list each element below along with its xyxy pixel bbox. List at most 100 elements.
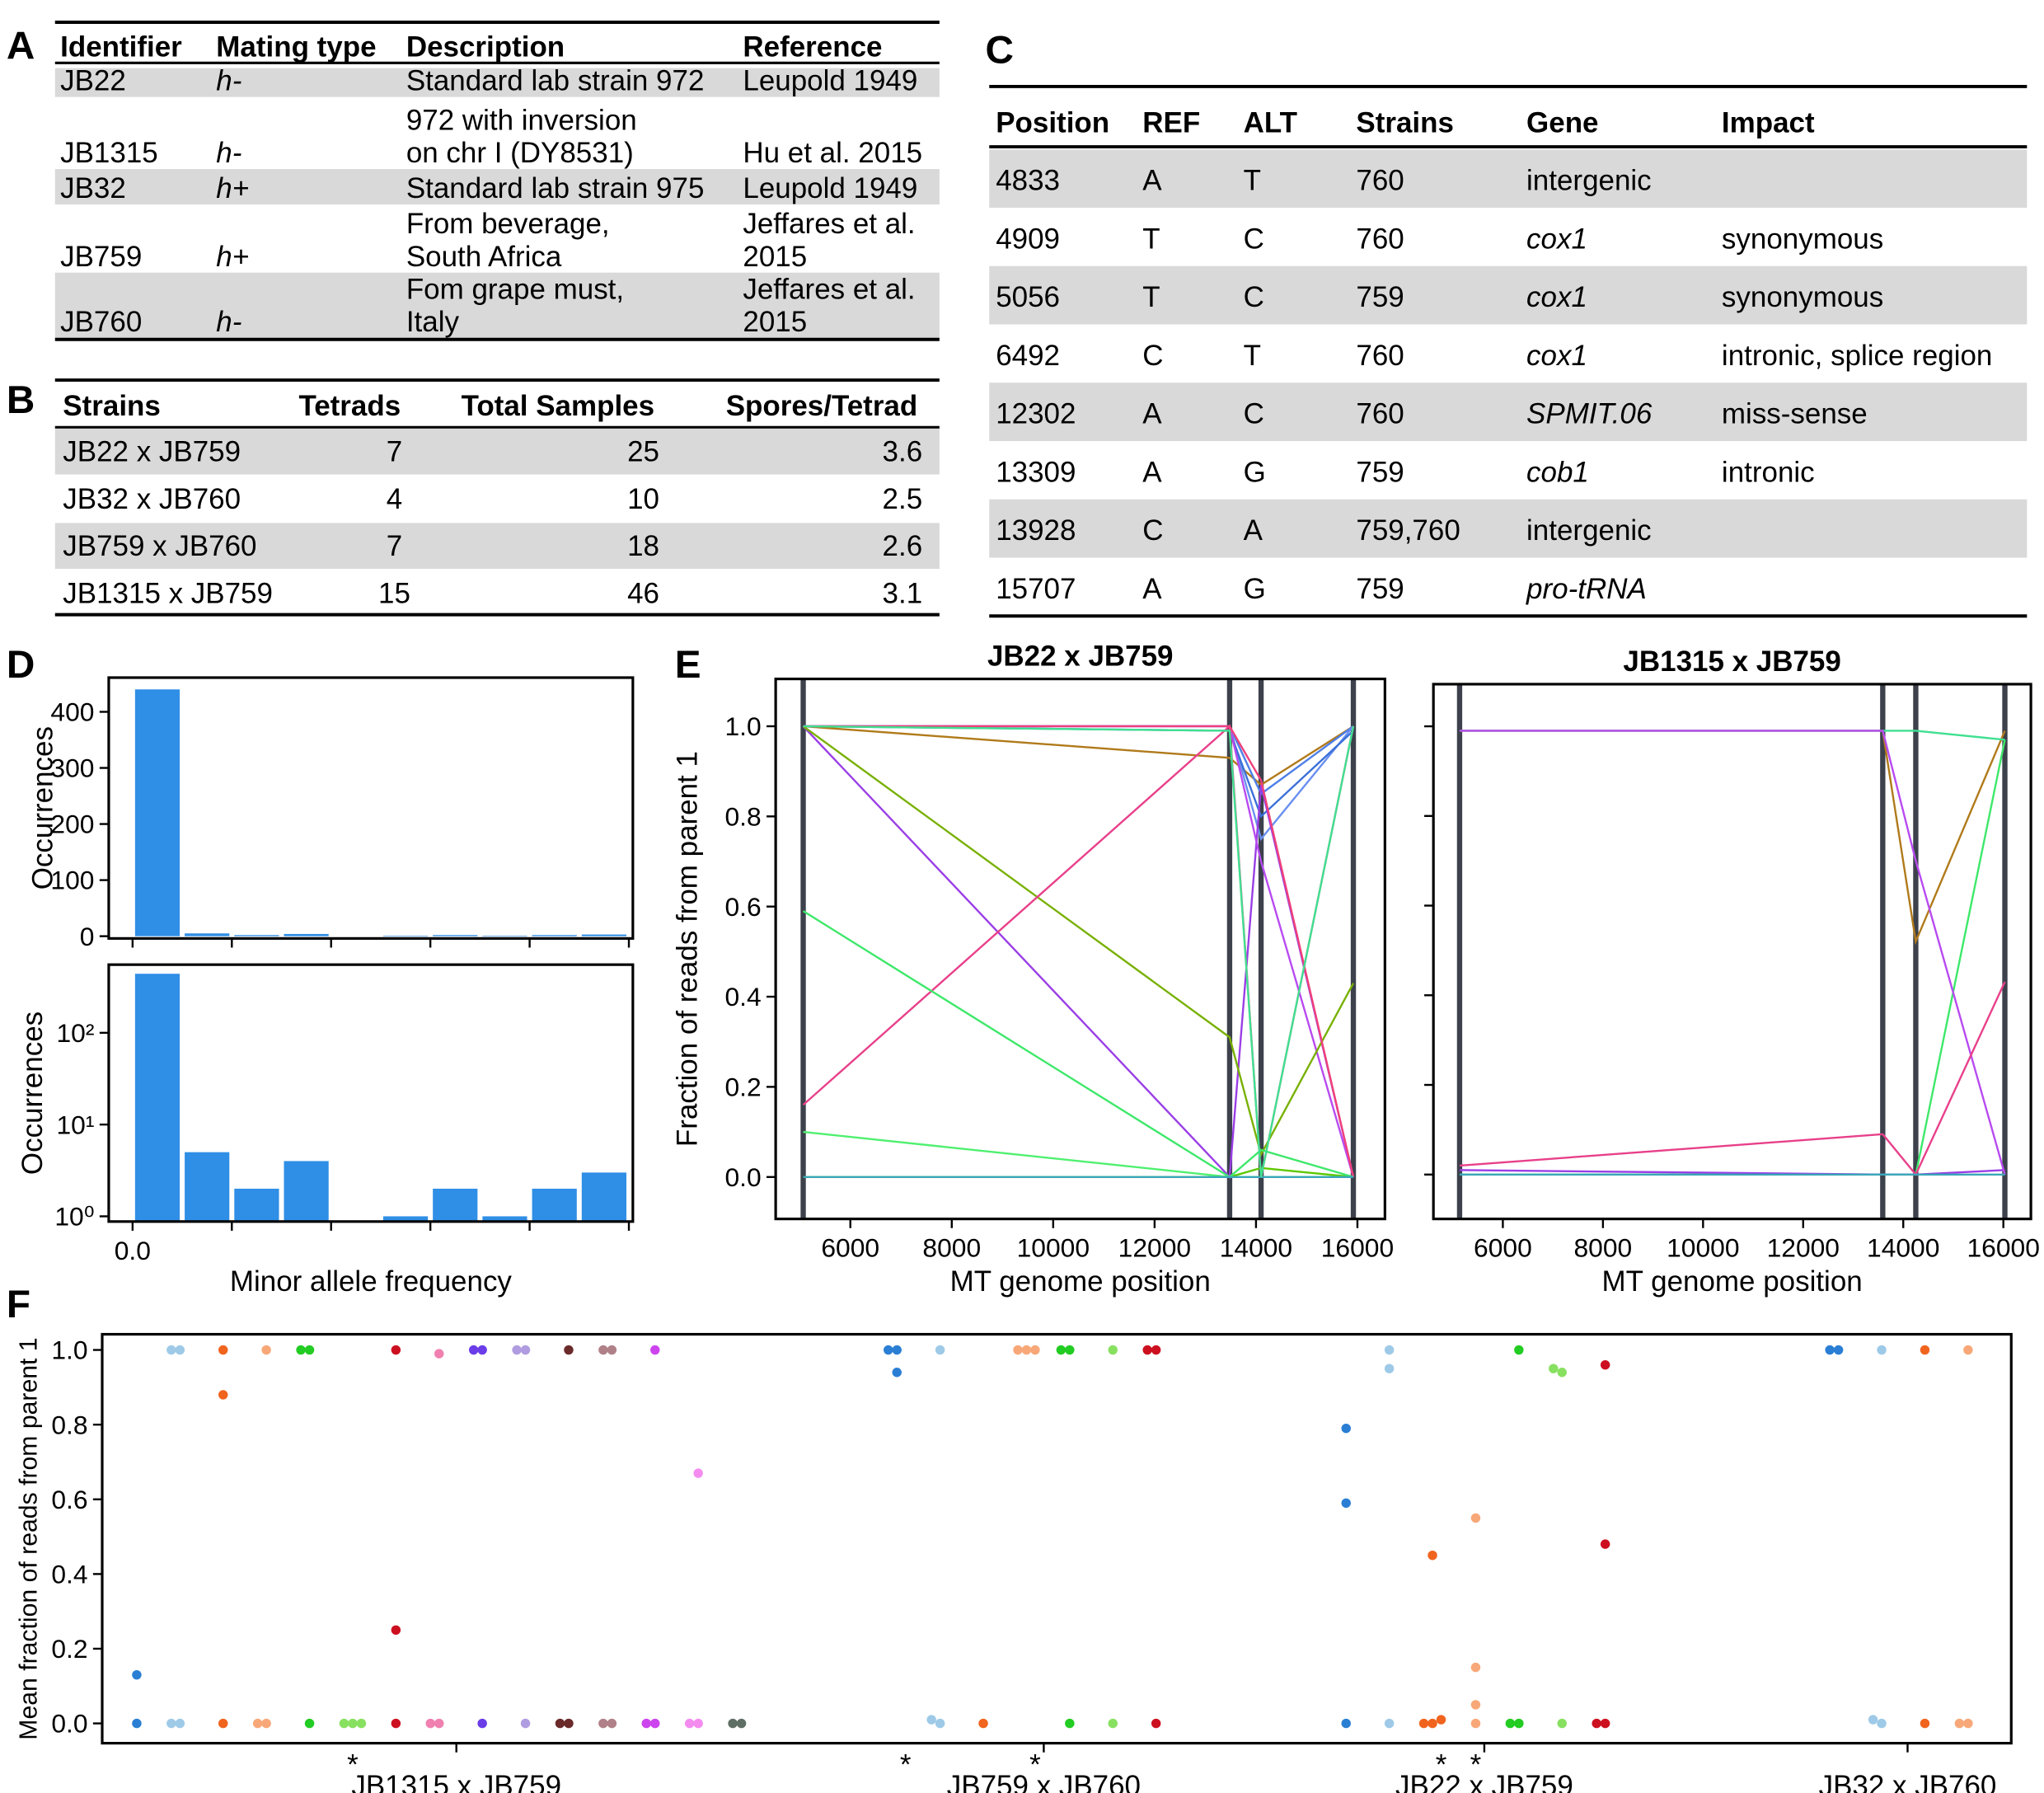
table-cell: Identifier [60, 31, 182, 63]
point [477, 1345, 487, 1355]
point [1341, 1423, 1351, 1434]
table-cell: intronic [1722, 456, 1815, 488]
point [1142, 1345, 1152, 1355]
point [1549, 1364, 1559, 1373]
x-tick-label: 8000 [922, 1233, 981, 1263]
table-cell: G [1244, 573, 1266, 605]
table-cell: C [1244, 398, 1264, 430]
plot-frame [1432, 683, 2032, 1221]
table-cell: JB32 x JB760 [63, 483, 241, 515]
bar [382, 1216, 429, 1222]
y-tick-label: 10⁰ [54, 1202, 94, 1232]
table-cell: intergenic [1526, 165, 1652, 197]
point [978, 1718, 988, 1729]
point [166, 1345, 176, 1355]
point [520, 1345, 531, 1355]
bar [532, 1188, 577, 1222]
table-cell: 6492 [996, 340, 1060, 372]
x-tick-label: JB32 x JB760 [1819, 1770, 1997, 1793]
table-cell: 15 [378, 577, 410, 609]
point [1954, 1718, 1965, 1729]
point [339, 1718, 349, 1729]
x-tick-label: 14000 [1867, 1233, 1939, 1263]
row-shade [54, 68, 940, 97]
table-cell: G [1244, 456, 1266, 488]
table-cell: JB760 [60, 306, 142, 338]
table-cell: T [1244, 340, 1261, 372]
point [650, 1345, 660, 1355]
table-cell: Strains [1356, 107, 1454, 139]
table-cell: 7 [387, 436, 402, 468]
row-shade [54, 523, 940, 570]
point [1108, 1345, 1118, 1355]
point [1013, 1345, 1023, 1355]
panel-label: F [7, 1283, 30, 1326]
series-line [1459, 730, 2005, 741]
annotation: * [1436, 1749, 1447, 1781]
x-tick-label: 10000 [1667, 1233, 1739, 1263]
point [684, 1718, 695, 1729]
x-tick-label: 10000 [1017, 1233, 1090, 1263]
table-cell: Reference [743, 31, 882, 63]
bar [134, 974, 180, 1222]
table-cell: 10 [627, 483, 659, 515]
point [1963, 1718, 1973, 1729]
table-cell: 759 [1356, 281, 1404, 313]
table-cell: Gene [1526, 107, 1598, 139]
x-axis-label: Minor allele frequency [230, 1265, 513, 1298]
point [892, 1345, 902, 1355]
row-shade [989, 149, 2028, 209]
table-cell: 4833 [996, 165, 1060, 197]
table-cell: h- [216, 306, 241, 338]
point [736, 1718, 747, 1729]
point [1341, 1718, 1351, 1729]
table-cell: C [1142, 514, 1163, 547]
table-cell: Standard lab strain 972 [406, 65, 705, 97]
y-axis-label: Fraction of reads from parent 1 [672, 751, 704, 1147]
annotation: * [1470, 1749, 1482, 1781]
series-line [802, 725, 1355, 1157]
point [1065, 1345, 1075, 1355]
row-shade [989, 265, 2028, 325]
point [1470, 1662, 1481, 1673]
point [391, 1718, 401, 1729]
table-cell: 18 [627, 530, 659, 562]
point [218, 1718, 228, 1729]
y-tick-label: 400 [50, 697, 94, 727]
series-line [803, 725, 1355, 1178]
y-axis-label: Mean fraction of reads from parent 1 [16, 1337, 43, 1739]
table-cell: C [1142, 340, 1163, 372]
point [1877, 1345, 1887, 1355]
y-tick-label: 0.4 [51, 1559, 87, 1589]
table-cell: JB32 [60, 172, 126, 204]
table-cell: h+ [216, 172, 249, 204]
bar [284, 933, 329, 936]
series-line [802, 724, 1355, 1178]
point [132, 1718, 142, 1729]
table-cell: 3.1 [883, 577, 923, 609]
table-cell: Total Samples [462, 390, 654, 422]
point [1514, 1345, 1524, 1355]
table-cell: h- [216, 137, 241, 169]
point [356, 1718, 367, 1729]
table-cell: Leupold 1949 [743, 65, 917, 97]
table-cell: 12302 [996, 398, 1076, 430]
x-tick-label: 0.0 [115, 1236, 151, 1265]
point [728, 1718, 738, 1729]
point [512, 1345, 522, 1355]
point [1868, 1715, 1878, 1725]
table-cell: 759,760 [1356, 514, 1460, 547]
plot-frame [774, 677, 1386, 1221]
point [1600, 1718, 1610, 1729]
table-cell: h+ [216, 241, 249, 273]
series-line [803, 725, 1354, 796]
point [1557, 1368, 1567, 1378]
y-tick-label: 100 [50, 866, 94, 895]
table-cell: Mating type [216, 31, 376, 63]
point [1384, 1718, 1395, 1729]
y-tick-label: 10¹ [57, 1110, 95, 1139]
point [520, 1718, 531, 1729]
point [564, 1345, 574, 1355]
y-tick-label: 0.6 [51, 1485, 87, 1514]
